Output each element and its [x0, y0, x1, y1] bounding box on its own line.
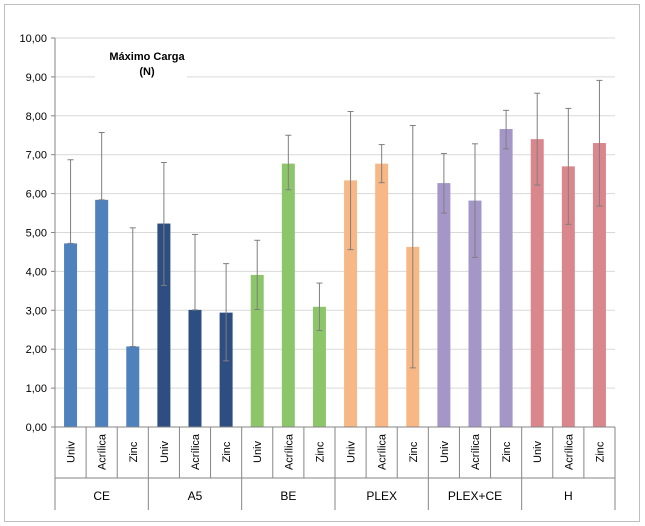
category-label: Zinc [221, 441, 233, 462]
category-label: Univ [346, 441, 358, 464]
y-tick-label: 3,00 [26, 305, 47, 317]
bar [530, 139, 544, 427]
category-label: Zinc [501, 441, 513, 462]
y-tick-label: 10,00 [19, 33, 47, 45]
title-line-2: (N) [139, 66, 155, 78]
bar [468, 200, 482, 427]
category-label: Acrílica [377, 433, 389, 470]
bars [64, 129, 606, 427]
chart-title: Máximo Carga (N) [95, 43, 187, 93]
bar [312, 306, 326, 427]
y-tick-label: 2,00 [26, 344, 47, 356]
category-label: Zinc [128, 441, 140, 462]
bar [126, 346, 140, 427]
category-label: Univ [252, 441, 264, 464]
category-label: Univ [439, 441, 451, 464]
bar [437, 183, 451, 427]
y-tick-label: 9,00 [26, 72, 47, 84]
x-axis-labels: Univ Acrílica Zinc CE Univ Acrílica Zinc A5 Univ… [66, 433, 607, 503]
bar [561, 166, 575, 427]
axes [54, 38, 616, 510]
bar [592, 143, 606, 427]
bar [375, 163, 389, 427]
bar [499, 129, 513, 427]
category-label: Zinc [408, 441, 420, 462]
bar [157, 223, 171, 427]
category-label: Zinc [594, 441, 606, 462]
y-tick-label: 7,00 [26, 150, 47, 162]
category-label: Acrílica [470, 433, 482, 470]
bar [188, 309, 202, 427]
category-label: Acrílica [563, 433, 575, 470]
y-tick-label: 1,00 [26, 383, 47, 395]
group-label: PLEX [366, 489, 397, 503]
category-label: Acrílica [283, 433, 295, 470]
y-tick-label: 8,00 [26, 111, 47, 123]
y-tick-label: 6,00 [26, 189, 47, 201]
group-label: A5 [188, 489, 203, 503]
error-bars [67, 79, 603, 369]
group-label: BE [280, 489, 296, 503]
y-axis-ticks: 0,00 1,00 2,00 3,00 4,00 5,00 6,00 7,00 8,00 9,00… [19, 33, 55, 434]
category-label: Univ [159, 441, 171, 464]
bar [250, 274, 264, 427]
group-label: H [564, 489, 573, 503]
bar [95, 199, 109, 427]
category-label: Acrílica [190, 433, 202, 470]
category-label: Acrílica [97, 433, 109, 470]
bar [219, 312, 233, 427]
bar [64, 243, 78, 427]
y-tick-label: 0,00 [26, 422, 47, 434]
category-label: Zinc [314, 441, 326, 462]
bar [344, 180, 358, 427]
title-line-1: Máximo Carga [109, 51, 185, 63]
category-label: Univ [532, 441, 544, 464]
group-label: PLEX+CE [448, 489, 502, 503]
title-background [95, 43, 187, 93]
y-tick-label: 4,00 [26, 266, 47, 278]
group-label: CE [93, 489, 110, 503]
bar [281, 163, 295, 427]
category-label: Univ [66, 441, 78, 464]
y-tick-label: 5,00 [26, 228, 47, 240]
